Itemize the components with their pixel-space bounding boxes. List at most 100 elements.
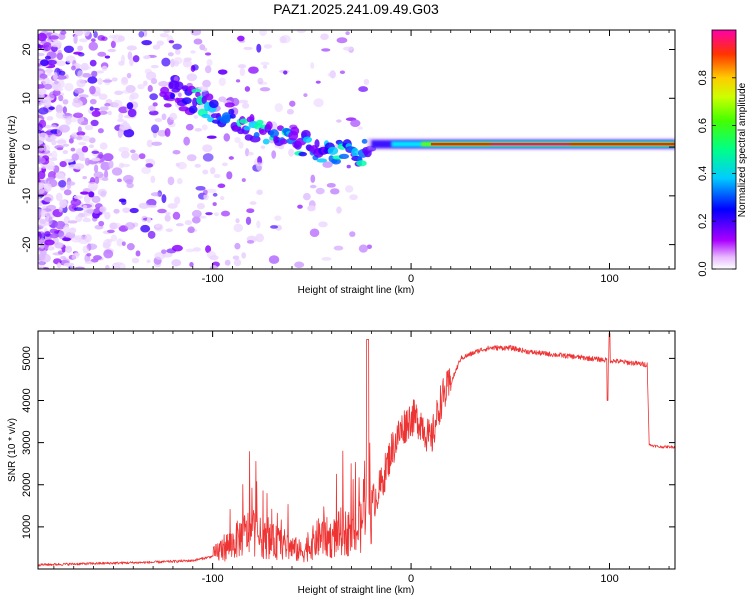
- ridge-blob: [181, 97, 192, 105]
- spectral-blob: [119, 122, 131, 131]
- spectral-blob: [165, 211, 171, 216]
- spectral-blob: [51, 139, 57, 146]
- snr-line: [38, 332, 675, 567]
- spectral-blob: [56, 75, 67, 80]
- colorbar-gradient: [711, 29, 737, 270]
- spectral-blob: [87, 76, 98, 84]
- spectral-blob: [91, 157, 101, 162]
- y-tick-label: 3000: [21, 430, 33, 454]
- spectral-blob: [234, 136, 241, 144]
- ridge-blob: [290, 126, 300, 136]
- spectral-blob: [161, 249, 167, 254]
- spectral-blob: [116, 178, 122, 183]
- spectral-blob: [97, 78, 103, 85]
- spectral-blob: [44, 124, 52, 129]
- spectral-blob: [64, 82, 74, 92]
- spectral-blob: [95, 70, 105, 74]
- spectral-blob: [56, 147, 64, 151]
- y-tick-label: 1000: [21, 515, 33, 539]
- spectral-blob: [94, 176, 100, 185]
- spectral-blob: [146, 217, 152, 223]
- spectral-blob: [38, 182, 45, 186]
- spectral-blob: [70, 147, 76, 152]
- spectral-blob: [336, 119, 342, 123]
- spectral-blob: [58, 179, 67, 188]
- spectral-blob: [86, 243, 98, 250]
- spectral-blob: [210, 167, 216, 175]
- spectral-blob: [62, 99, 69, 105]
- spectral-blob: [80, 66, 92, 70]
- spectral-blob: [151, 124, 160, 134]
- spectral-blob: [55, 192, 63, 202]
- spectral-blob: [248, 66, 259, 74]
- ridge-blob: [253, 132, 260, 138]
- spectral-blob: [205, 188, 217, 193]
- spectral-blob: [78, 141, 87, 146]
- spectral-blob: [83, 194, 91, 204]
- x-tick-label: 100: [600, 273, 618, 285]
- ridge-blob: [338, 153, 350, 159]
- spectral-blob: [163, 30, 171, 34]
- spectral-blob: [263, 44, 273, 49]
- spectral-blob: [309, 228, 320, 238]
- spectral-blob: [79, 38, 88, 43]
- spectrogram-x-axis-label: Height of straight line (km): [298, 285, 415, 296]
- spectral-blob: [63, 189, 72, 196]
- spectral-blob: [138, 153, 146, 160]
- spectral-blob: [73, 97, 81, 104]
- spectral-blob: [63, 224, 70, 234]
- spectral-blob: [270, 225, 278, 229]
- spectral-blob: [46, 116, 54, 121]
- spectral-blob: [358, 86, 369, 93]
- spectral-blob: [38, 187, 45, 195]
- spectral-blob: [186, 154, 197, 162]
- spectral-blob: [138, 30, 145, 38]
- spectral-blob: [93, 208, 100, 214]
- spectral-blob: [146, 139, 154, 148]
- ridge-blob: [314, 139, 320, 148]
- spectral-blob: [149, 93, 158, 101]
- spectral-blob: [172, 149, 181, 155]
- spectral-blob: [56, 52, 64, 61]
- spectral-blob: [156, 40, 164, 46]
- spectral-blob: [345, 185, 354, 193]
- spectral-blob: [62, 237, 71, 242]
- spectral-blob: [86, 252, 92, 257]
- ridge-blob: [208, 99, 219, 109]
- spectral-blob: [145, 158, 151, 163]
- spectral-blob: [167, 52, 174, 57]
- spectral-blob: [186, 73, 198, 82]
- spectral-blob: [129, 207, 139, 214]
- spectral-blob: [58, 206, 63, 213]
- spectral-blob: [43, 83, 53, 90]
- spectral-blob: [173, 75, 179, 82]
- spectral-blob: [88, 191, 95, 198]
- spectral-blob: [260, 61, 270, 66]
- spectral-blob: [176, 177, 183, 185]
- spectral-blob: [81, 120, 89, 126]
- spectral-blob: [126, 182, 134, 189]
- spectral-blob: [44, 165, 56, 171]
- ridge-blob: [204, 93, 214, 101]
- spectral-blob: [349, 194, 358, 201]
- spectral-blob: [39, 218, 46, 225]
- ridge-blob: [351, 147, 359, 157]
- spectral-blob: [212, 202, 217, 206]
- spectral-blob: [71, 153, 80, 161]
- spectral-blob: [321, 48, 331, 52]
- spectral-blob: [46, 204, 57, 210]
- spectral-blob: [294, 261, 305, 268]
- spectral-blob: [122, 174, 134, 183]
- spectral-blob: [256, 189, 263, 196]
- spectral-blob: [105, 264, 110, 269]
- spectral-blob: [63, 159, 74, 163]
- spectral-blob: [43, 183, 52, 192]
- spectral-blob: [67, 220, 78, 224]
- spectral-blob: [48, 216, 53, 225]
- spectral-blob: [146, 204, 157, 208]
- spectral-blob: [126, 45, 137, 51]
- spectral-blob: [93, 164, 99, 173]
- spectral-blob: [358, 244, 368, 253]
- spectral-blob: [190, 50, 196, 54]
- spectral-blob: [91, 150, 100, 154]
